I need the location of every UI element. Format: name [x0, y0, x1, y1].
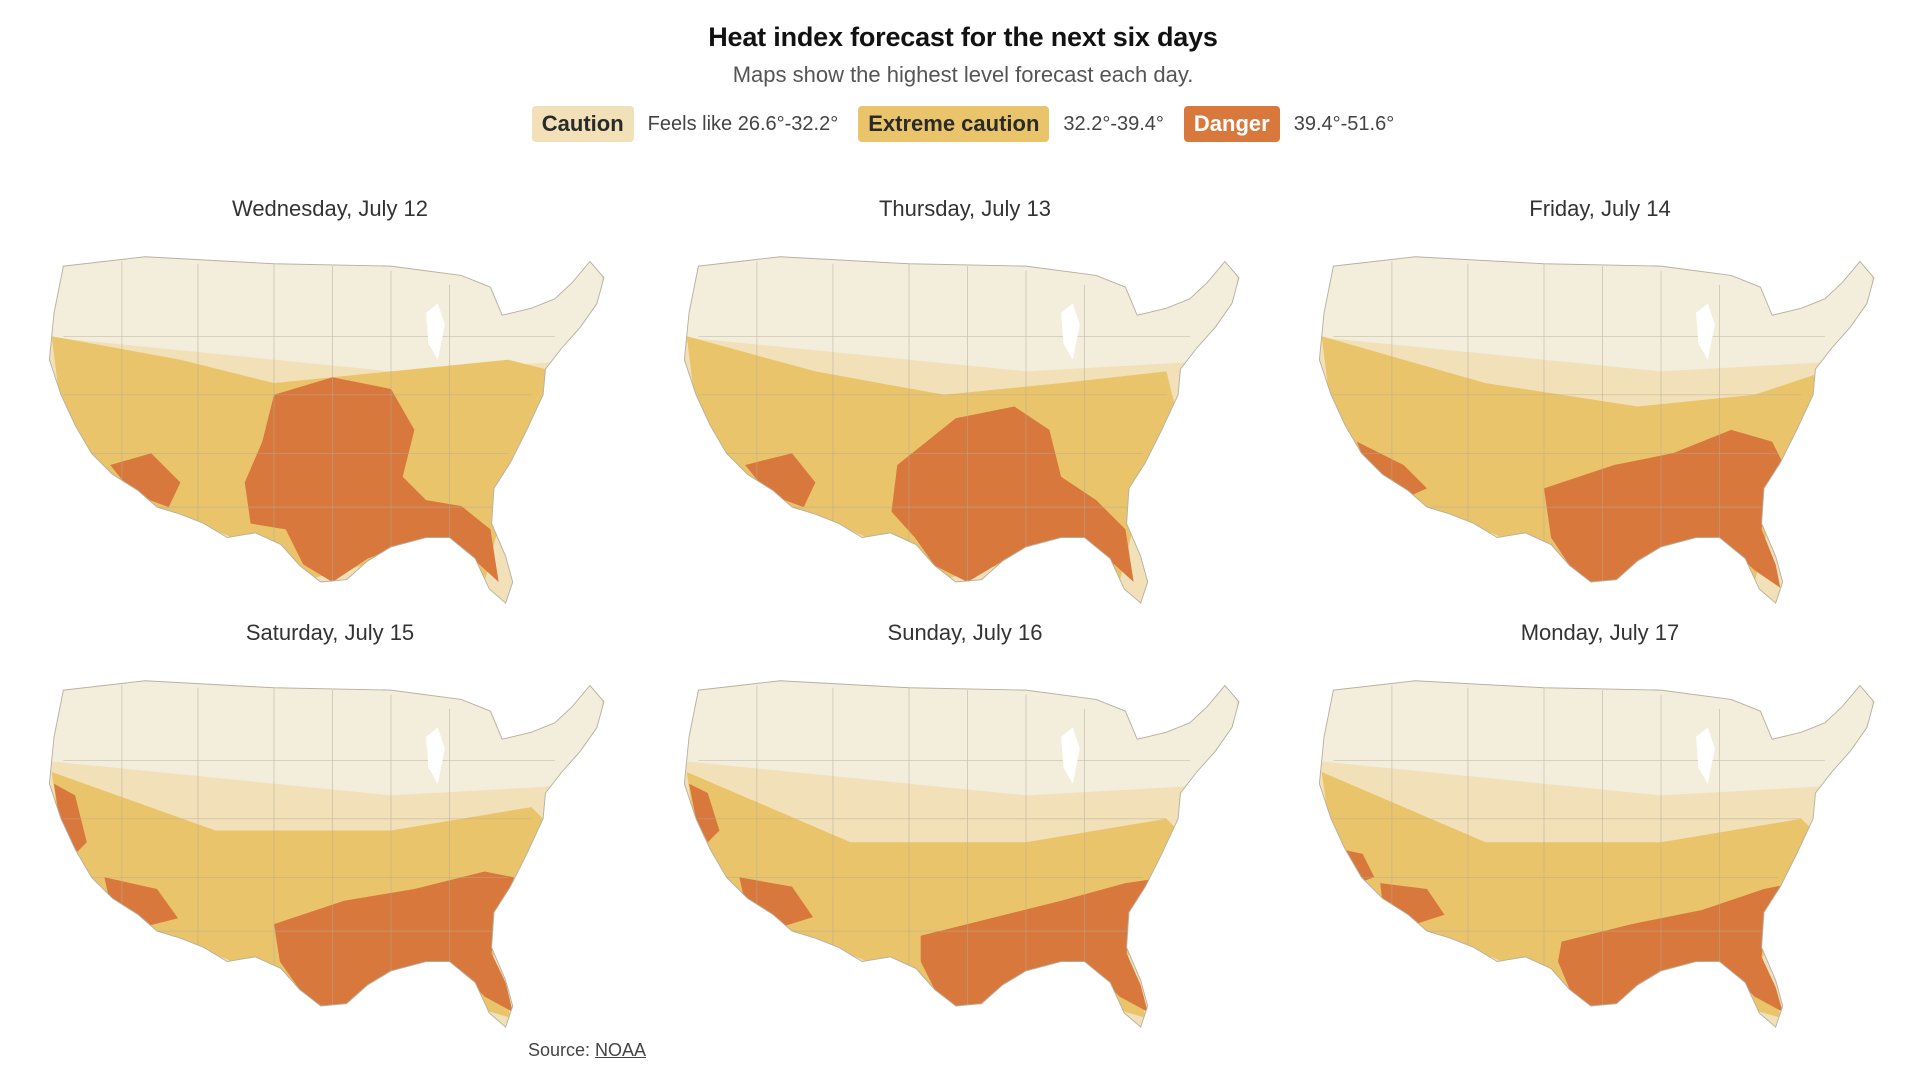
great-lakes	[1696, 727, 1715, 784]
legend-range-caution: Feels like 26.6°-32.2°	[647, 112, 839, 135]
map-day-label: Friday, July 14	[1529, 196, 1671, 221]
us-heat-map	[1318, 680, 1875, 1028]
legend-item-danger: Danger 39.4°-51.6°	[1183, 106, 1395, 142]
zone-danger	[920, 879, 1151, 1012]
source-prefix: Source:	[528, 1040, 596, 1060]
map-panel-5: Sunday, July 16	[655, 620, 1275, 1040]
state-borders	[698, 685, 1190, 1007]
source-link-noaa[interactable]: NOAA	[595, 1040, 647, 1060]
us-outline	[48, 680, 605, 1028]
map-day-label: Saturday, July 15	[245, 620, 415, 645]
chart-subtitle: Maps show the highest level forecast eac…	[732, 62, 1194, 87]
map-day-label: Wednesday, July 12	[231, 196, 429, 221]
state-borders	[698, 261, 1190, 583]
us-outline	[1318, 680, 1875, 1028]
map-day-label: Sunday, July 16	[887, 620, 1043, 645]
great-lakes	[1061, 303, 1080, 360]
great-lakes	[1061, 727, 1080, 784]
map-panel-1: Wednesday, July 12	[20, 196, 640, 616]
us-heat-map	[48, 680, 605, 1028]
state-borders	[63, 261, 555, 583]
zone-danger	[739, 877, 814, 927]
us-outline	[683, 256, 1240, 604]
legend-range-extreme-caution: 32.2°-39.4°	[1063, 112, 1164, 135]
great-lakes	[426, 727, 445, 784]
source-note: Source: NOAA	[528, 1040, 646, 1061]
legend: Caution Feels like 26.6°-32.2° Extreme c…	[0, 106, 1926, 142]
great-lakes	[1696, 303, 1715, 360]
us-heat-map	[683, 256, 1240, 604]
map-panel-4: Saturday, July 15	[20, 620, 640, 1040]
great-lakes	[426, 303, 445, 360]
legend-item-caution: Caution Feels like 26.6°-32.2°	[531, 106, 839, 142]
legend-swatch-caution: Caution	[531, 106, 634, 142]
map-day-label: Monday, July 17	[1520, 620, 1680, 645]
zone-danger	[104, 877, 179, 927]
us-heat-map	[683, 680, 1240, 1028]
legend-item-extreme-caution: Extreme caution 32.2°-39.4°	[858, 106, 1164, 142]
zone-danger	[244, 377, 499, 582]
legend-swatch-danger: Danger	[1183, 106, 1280, 142]
legend-range-danger: 39.4°-51.6°	[1293, 112, 1395, 135]
zone-danger	[1558, 884, 1788, 1012]
zone-danger	[1544, 429, 1784, 588]
map-panel-2: Thursday, July 13	[655, 196, 1275, 616]
us-heat-map	[48, 256, 605, 604]
us-outline	[1318, 256, 1875, 604]
us-outline	[48, 256, 605, 604]
zone-danger	[1380, 883, 1445, 925]
zone-danger	[274, 871, 514, 1012]
map-panel-6: Monday, July 17	[1290, 620, 1910, 1040]
zone-danger	[745, 453, 816, 508]
map-panel-3: Friday, July 14	[1290, 196, 1910, 616]
map-day-label: Thursday, July 13	[878, 196, 1051, 221]
us-outline	[683, 680, 1240, 1028]
zone-danger	[689, 783, 720, 843]
us-heat-map	[1318, 256, 1875, 604]
legend-swatch-extreme-caution: Extreme caution	[858, 106, 1050, 142]
chart-title: Heat index forecast for the next six day…	[708, 22, 1218, 52]
zone-danger	[110, 453, 181, 508]
